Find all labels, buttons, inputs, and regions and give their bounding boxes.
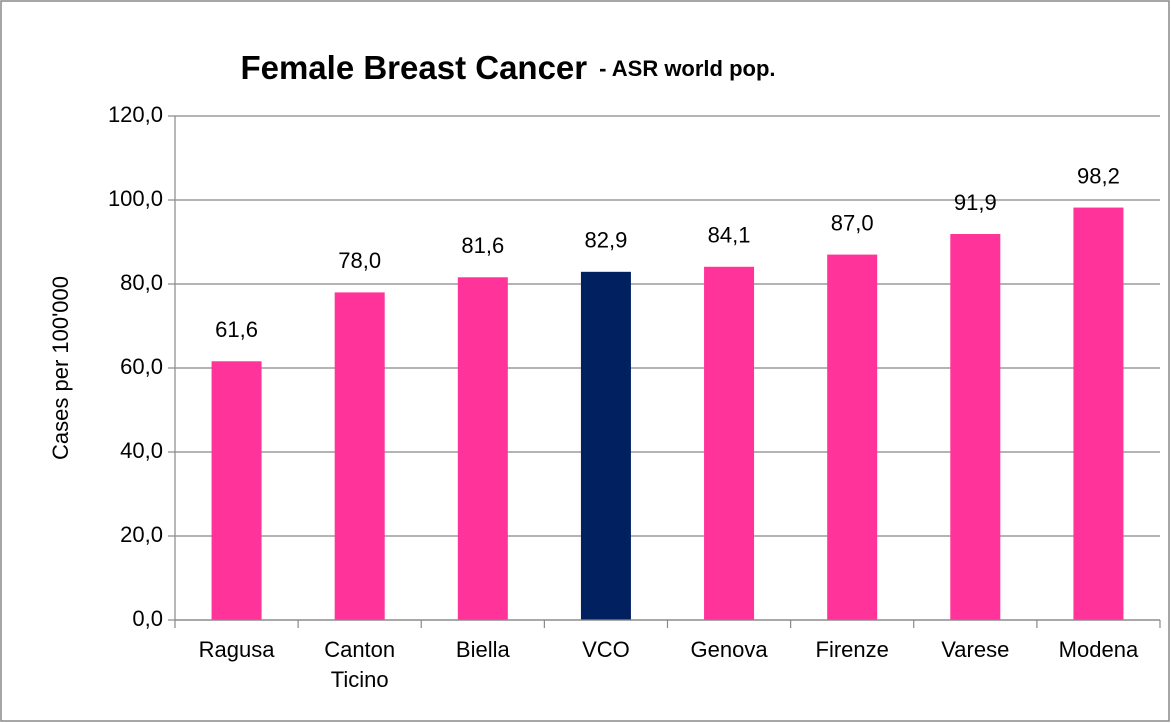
data-label: 84,1 [708,223,751,248]
data-label: 82,9 [585,228,628,253]
y-axis-label: Cases per 100'000 [48,276,73,460]
x-tick-label: Firenze [815,637,889,662]
x-tick-label: Modena [1058,637,1139,662]
y-tick-label: 100,0 [108,186,163,211]
bar [950,234,1001,620]
x-tick-label: Genova [690,637,768,662]
data-label: 91,9 [954,190,997,215]
data-label: 78,0 [338,248,381,273]
data-label: 61,6 [215,317,258,342]
bar [457,277,508,620]
data-label: 87,0 [831,210,874,235]
x-tick-label: VCO [582,637,630,662]
chart-title: Female Breast Cancer - ASR world pop. [240,49,775,86]
y-tick-label: 20,0 [120,522,163,547]
y-tick-label: 0,0 [132,606,163,631]
x-tick-label: Varese [941,637,1010,662]
x-tick-label: Biella [455,637,510,662]
x-tick-label: Ragusa [198,637,275,662]
y-tick-label: 60,0 [120,354,163,379]
title: Female Breast Cancer [240,49,587,86]
y-tick-label: 120,0 [108,102,163,127]
bar [1073,207,1124,620]
bar [580,271,631,620]
bar [334,292,385,620]
bar [704,266,755,620]
subtitle: - ASR world pop. [599,56,775,81]
bar [827,254,878,620]
x-tick-label: Canton Ticino [324,637,396,692]
bar [211,361,262,620]
y-tick-label: 80,0 [120,270,163,295]
data-label: 81,6 [461,233,504,258]
data-label: 98,2 [1077,163,1120,188]
y-tick-label: 40,0 [120,438,163,463]
